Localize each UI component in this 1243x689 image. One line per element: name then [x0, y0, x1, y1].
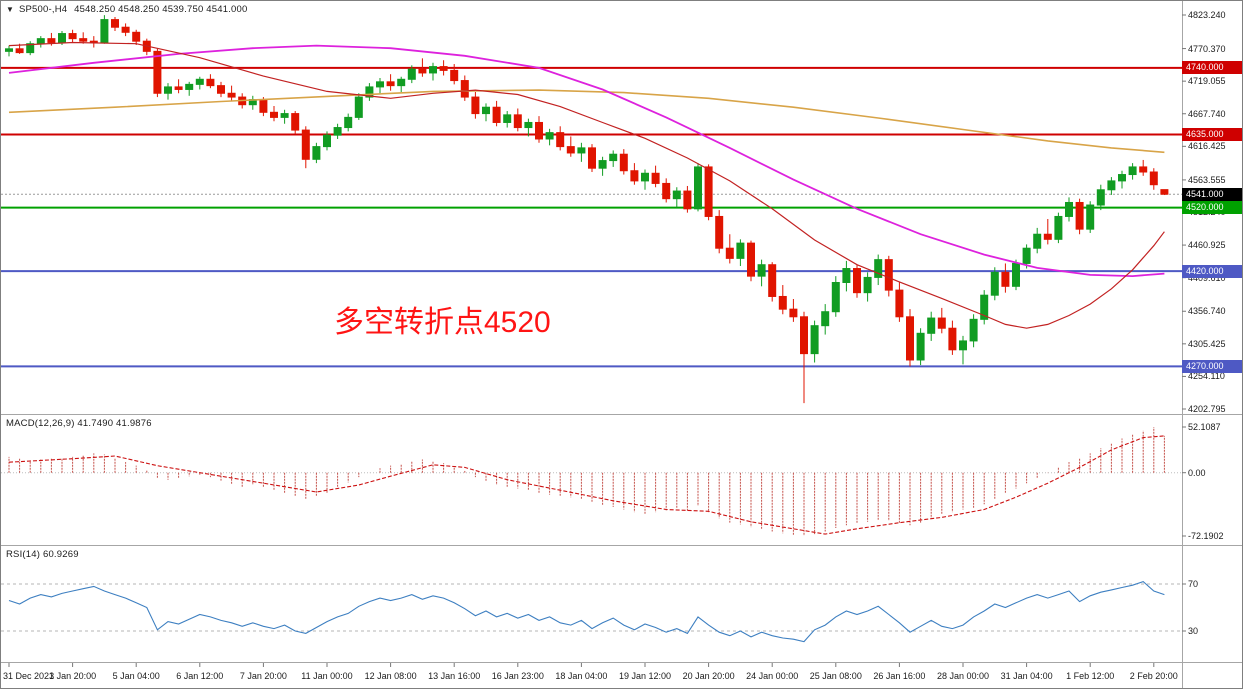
- quote-ohlc-label: 4548.250 4548.250 4539.750 4541.000: [74, 4, 248, 15]
- price-line-badge-4420.000: 4420.000: [1182, 264, 1242, 278]
- annotation-text[interactable]: 多空转折点4520: [334, 306, 551, 339]
- ma-medium-magenta: [8, 44, 1165, 278]
- macd-signal-line: [8, 435, 1165, 535]
- price-line-badge-4520.000: 4520.000: [1182, 201, 1242, 215]
- macd-histogram: [8, 427, 1165, 536]
- macd-header: MACD(12,26,9) 41.7490 41.9876: [6, 418, 152, 429]
- symbol-period-label: SP500-,H4: [18, 4, 68, 15]
- price-line-badge-4740.000: 4740.000: [1182, 61, 1242, 75]
- price-line-badge-4270.000: 4270.000: [1182, 359, 1242, 373]
- candlestick-series: [5, 15, 1169, 404]
- chart-object-marker-icon: ▼: [6, 5, 15, 14]
- chart-title: ▼ SP500-,H4 4548.250 4548.250 4539.750 4…: [6, 4, 248, 15]
- ma-fast-red: [8, 41, 1165, 329]
- price-lines[interactable]: [1, 66, 1182, 368]
- current-price-badge: 4541.000: [1182, 187, 1242, 201]
- rsi-header: RSI(14) 60.9269: [6, 549, 79, 560]
- rsi-line: [8, 580, 1165, 643]
- ma-slow-orange: [8, 89, 1165, 154]
- price-line-badge-4635.000: 4635.000: [1182, 128, 1242, 142]
